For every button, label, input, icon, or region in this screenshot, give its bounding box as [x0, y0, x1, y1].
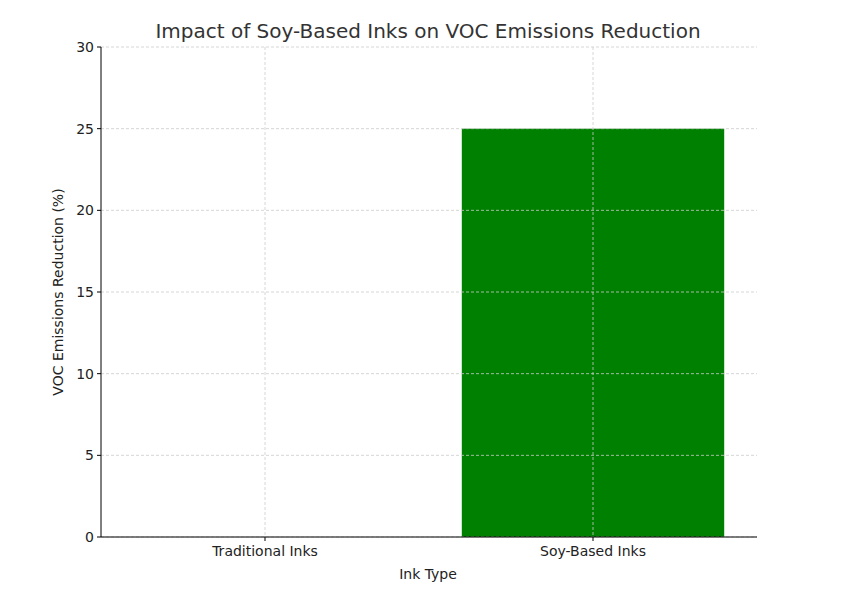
y-axis-label: VOC Emissions Reduction (%) [50, 188, 66, 395]
x-tick-label: Soy-Based Inks [540, 543, 646, 559]
page: {"chart_data": {"type": "bar", "title": … [0, 0, 857, 599]
x-tick-label: Traditional Inks [211, 543, 318, 559]
title: Impact of Soy-Based Inks on VOC Emission… [155, 19, 700, 43]
y-tick [97, 292, 101, 293]
y-tick [97, 373, 101, 374]
grid-line-y [101, 373, 757, 374]
y-tick-label: 20 [76, 202, 94, 218]
grid-line-y [101, 455, 757, 456]
grid-line-x [593, 47, 594, 537]
y-tick-label: 0 [85, 529, 94, 545]
y-tick [97, 47, 101, 48]
y-tick [97, 128, 101, 129]
y-tick-label: 25 [76, 121, 94, 137]
y-tick-label: 10 [76, 366, 94, 382]
grid-line-y [101, 128, 757, 129]
grid-line-y [101, 210, 757, 211]
grid-line-y [101, 47, 757, 48]
x-tick [593, 537, 594, 541]
grid-line-y [101, 537, 757, 538]
y-tick [97, 210, 101, 211]
chart: 0 5 10 15 20 25 30 Traditional Inks Soy-Based In… [0, 0, 857, 599]
x-axis [101, 537, 757, 538]
grid-line-x [265, 47, 266, 537]
grid-line-y [101, 292, 757, 293]
x-tick [265, 537, 266, 541]
y-tick [97, 455, 101, 456]
x-axis-label: Ink Type [399, 566, 457, 582]
y-tick-label: 15 [76, 284, 94, 300]
y-tick-label: 30 [76, 39, 94, 55]
y-tick [97, 537, 101, 538]
y-tick-label: 5 [85, 447, 94, 463]
